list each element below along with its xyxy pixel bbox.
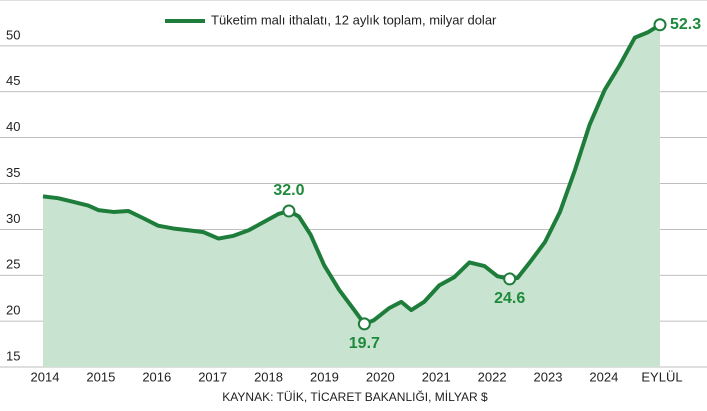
source: KAYNAK: TÜİK, TİCARET BAKANLIĞI, MİLYAR … (222, 389, 488, 404)
value-label: 19.7 (349, 335, 380, 352)
x-tick-label: 2022 (478, 369, 507, 384)
y-tick-label: 35 (6, 165, 20, 180)
y-tick-label: 15 (6, 348, 20, 363)
point-marker (282, 204, 296, 218)
point-marker (503, 272, 517, 286)
line (42, 23, 662, 326)
value-label: 52.3 (670, 16, 701, 33)
x-tick-label: 2023 (534, 369, 563, 384)
x-tick-label: 2018 (254, 369, 283, 384)
legend-label: Tüketim malı ithalatı, 12 aylık toplam, … (211, 12, 497, 27)
y-tick-label: 50 (6, 27, 20, 42)
x-tick-label: 2020 (366, 369, 395, 384)
y-tick-label: 45 (6, 73, 20, 88)
point-marker (357, 317, 371, 331)
x-tick-label: 2024 (589, 369, 618, 384)
y-tick-label: 30 (6, 211, 20, 226)
x-tick-label: 2019 (310, 369, 339, 384)
x-tick-label: 2016 (142, 369, 171, 384)
x-tick-label: 2014 (31, 369, 60, 384)
value-label: 24.6 (494, 290, 525, 307)
x-tick-label: EYLÜL (641, 369, 682, 384)
y-tick-label: 40 (6, 119, 20, 134)
x-tick-label: 2021 (422, 369, 451, 384)
value-label: 32.0 (273, 182, 304, 199)
point-marker (653, 18, 667, 32)
x-tick-label: 2015 (86, 369, 115, 384)
y-tick-label: 25 (6, 257, 20, 272)
x-tick-label: 2017 (198, 369, 227, 384)
y-tick-label: 20 (6, 303, 20, 318)
